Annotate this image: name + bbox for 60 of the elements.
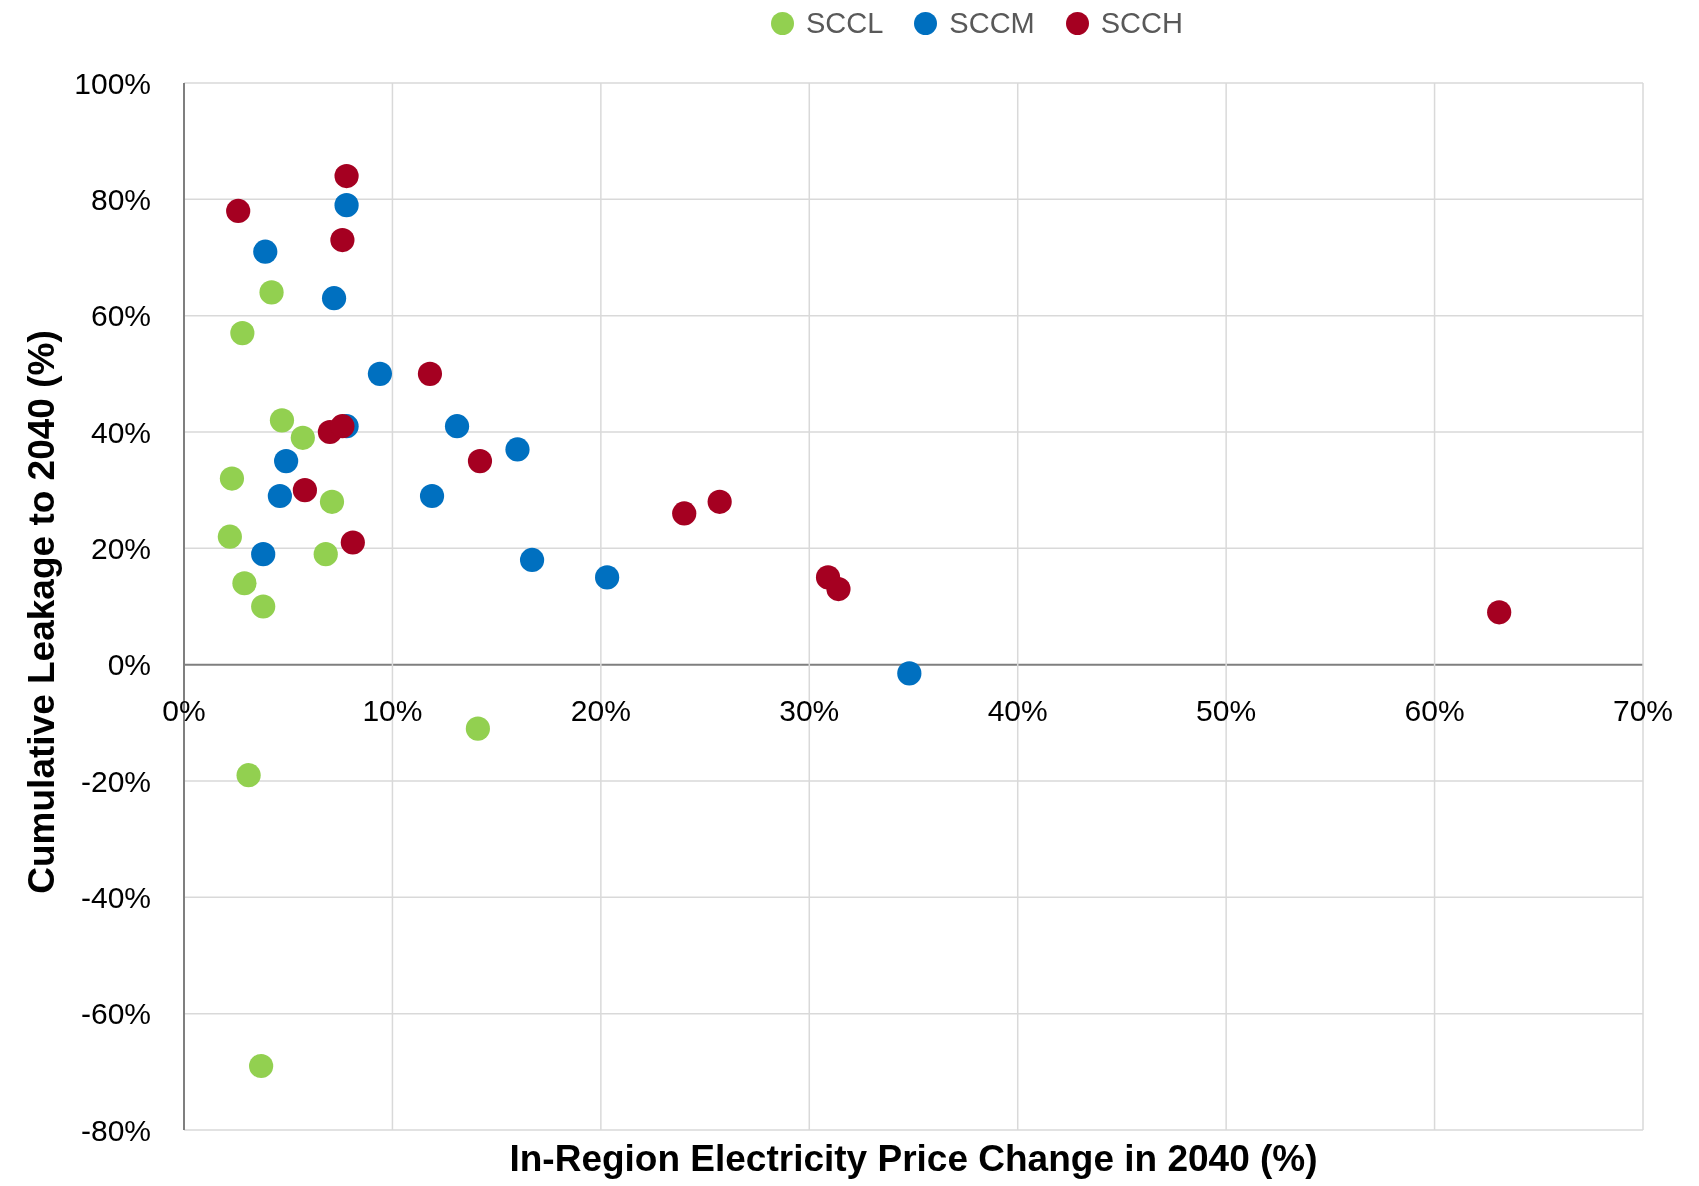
point bbox=[595, 565, 620, 590]
point bbox=[232, 571, 257, 596]
point bbox=[505, 437, 530, 462]
point bbox=[340, 530, 365, 555]
point bbox=[290, 425, 315, 450]
y-tick-label: 0% bbox=[107, 648, 151, 682]
point bbox=[707, 489, 732, 514]
point bbox=[334, 193, 359, 218]
point bbox=[672, 501, 697, 526]
y-tick-label: 20% bbox=[90, 531, 151, 565]
point bbox=[467, 449, 493, 474]
x-tick-label: 60% bbox=[1404, 694, 1465, 728]
point bbox=[826, 576, 851, 602]
y-axis-title: Cumulative Leakage to 2040 (%) bbox=[20, 330, 62, 894]
point bbox=[292, 478, 317, 503]
point bbox=[1487, 600, 1512, 625]
point bbox=[274, 449, 299, 474]
point bbox=[251, 594, 276, 619]
point bbox=[321, 286, 347, 311]
y-tick-label: 60% bbox=[90, 299, 151, 333]
point bbox=[417, 361, 443, 386]
point bbox=[226, 198, 251, 224]
point bbox=[259, 280, 284, 305]
y-tick-label: -80% bbox=[80, 1113, 151, 1147]
point bbox=[219, 466, 245, 491]
y-tick-label: -60% bbox=[80, 997, 151, 1031]
point bbox=[367, 361, 393, 386]
point bbox=[230, 321, 255, 346]
y-tick-label: -40% bbox=[80, 880, 151, 914]
point bbox=[465, 716, 490, 741]
point bbox=[319, 489, 345, 514]
y-tick-label: -20% bbox=[80, 764, 151, 798]
point bbox=[253, 239, 278, 264]
point bbox=[236, 763, 261, 788]
x-tick-label: 0% bbox=[162, 694, 206, 728]
point bbox=[330, 227, 355, 253]
x-tick-label: 20% bbox=[570, 694, 631, 728]
x-axis-title: In-Region Electricity Price Change in 2040 (%) bbox=[509, 1138, 1318, 1179]
point bbox=[217, 524, 242, 549]
point bbox=[251, 542, 276, 567]
x-tick-label: 40% bbox=[987, 694, 1048, 728]
point bbox=[444, 414, 470, 439]
point bbox=[519, 547, 545, 573]
point bbox=[269, 408, 295, 433]
x-tick-label: 30% bbox=[779, 694, 840, 728]
legend-label: SCCL bbox=[806, 6, 884, 40]
point bbox=[313, 542, 338, 567]
point bbox=[249, 1053, 274, 1079]
point bbox=[267, 483, 292, 509]
point bbox=[334, 163, 359, 189]
x-tick-label: 50% bbox=[1196, 694, 1257, 728]
legend-label: SCCH bbox=[1100, 6, 1183, 40]
x-tick-label: 70% bbox=[1612, 694, 1674, 728]
y-tick-label: 40% bbox=[90, 415, 151, 449]
y-tick-label: 100% bbox=[74, 66, 151, 100]
y-tick-label: 80% bbox=[90, 182, 151, 216]
point bbox=[419, 483, 445, 509]
legend-label: SCCM bbox=[949, 6, 1035, 40]
point bbox=[897, 661, 922, 686]
x-tick-label: 10% bbox=[362, 694, 423, 728]
